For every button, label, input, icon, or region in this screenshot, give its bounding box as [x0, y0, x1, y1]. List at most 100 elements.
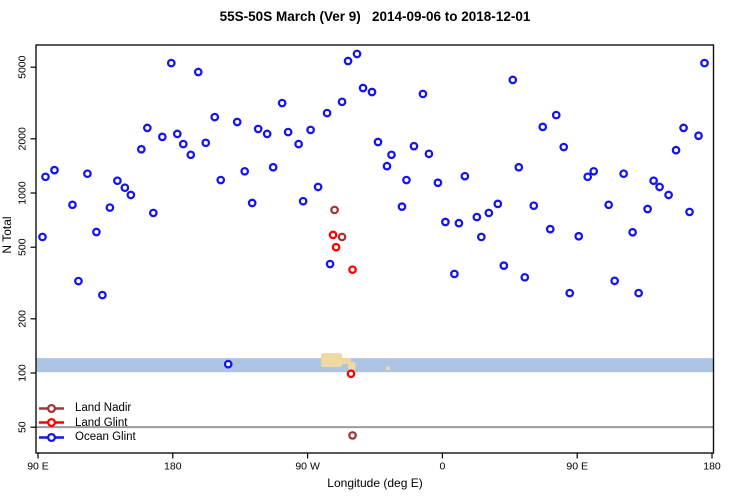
legend-label-land-nadir: Land Nadir — [75, 402, 132, 415]
legend-item-ocean-glint: Ocean Glint — [38, 430, 136, 445]
data-point-ocean-glint — [358, 83, 368, 93]
data-point-ocean-glint — [126, 190, 136, 200]
data-point-land-glint — [328, 230, 338, 240]
data-point-ocean-glint — [343, 56, 353, 66]
data-point-ocean-glint — [193, 67, 203, 77]
data-point-ocean-glint — [178, 139, 188, 149]
data-point-ocean-glint — [424, 149, 434, 159]
data-point-ocean-glint — [113, 176, 122, 186]
data-point-ocean-glint — [337, 97, 347, 107]
legend-label-ocean-glint: Ocean Glint — [75, 431, 136, 444]
data-point-ocean-glint — [387, 150, 396, 160]
data-point-ocean-glint — [574, 231, 584, 241]
legend-item-land-glint: Land Glint — [38, 416, 136, 431]
data-point-ocean-glint — [68, 200, 77, 210]
data-point-ocean-glint — [105, 203, 115, 212]
data-point-ocean-glint — [223, 359, 233, 369]
data-point-ocean-glint — [685, 207, 694, 217]
data-point-ocean-glint — [538, 122, 548, 132]
data-point-ocean-glint — [433, 178, 443, 188]
legend-item-land-nadir: Land Nadir — [38, 401, 136, 416]
ocean-glint-symbol-icon — [39, 432, 64, 443]
data-point-ocean-glint — [83, 169, 92, 179]
data-point-ocean-glint — [298, 196, 308, 206]
ocean-band — [36, 358, 714, 373]
y-tick-label: 2000 — [17, 127, 29, 151]
data-point-land-nadir — [330, 205, 339, 215]
land-patch — [348, 362, 356, 370]
land-patch — [321, 353, 343, 367]
data-point-ocean-glint — [649, 176, 658, 186]
land-glint-symbol-icon — [39, 418, 64, 428]
x-tick-label: 0 — [439, 461, 445, 473]
data-point-ocean-glint — [545, 224, 555, 234]
data-point-ocean-glint — [671, 145, 681, 155]
data-point-ocean-glint — [373, 137, 383, 147]
data-point-ocean-glint — [247, 198, 257, 208]
data-point-land-glint — [331, 242, 341, 252]
data-point-ocean-glint — [283, 127, 293, 137]
data-point-ocean-glint — [402, 175, 411, 185]
y-tick-label: 100 — [17, 364, 29, 382]
data-point-ocean-glint — [216, 175, 226, 185]
data-point-ocean-glint — [472, 212, 482, 222]
data-point-ocean-glint — [694, 131, 703, 141]
data-point-ocean-glint — [306, 125, 315, 135]
data-point-ocean-glint — [382, 161, 392, 171]
data-point-ocean-glint — [610, 276, 620, 286]
data-point-ocean-glint — [484, 208, 494, 218]
data-point-ocean-glint — [397, 202, 407, 211]
data-point-ocean-glint — [352, 49, 362, 59]
x-tick-label: 90 E — [27, 461, 49, 473]
data-point-ocean-glint — [529, 201, 539, 211]
y-tick-label: 5000 — [17, 55, 29, 79]
data-point-ocean-glint — [277, 98, 287, 108]
data-point-ocean-glint — [148, 208, 158, 218]
data-point-ocean-glint — [294, 139, 303, 149]
data-point-ocean-glint — [232, 117, 242, 127]
data-point-land-glint — [346, 369, 356, 379]
data-point-ocean-glint — [74, 276, 83, 286]
chart-title: 55S-50S March (Ver 9) 2014-09-06 to 2018… — [219, 9, 531, 24]
data-point-ocean-glint — [551, 110, 561, 120]
data-point-land-glint — [348, 265, 357, 275]
x-tick-label: 90 E — [566, 461, 588, 473]
x-tick-label: 90 W — [295, 461, 320, 473]
data-point-ocean-glint — [700, 58, 709, 68]
data-point-ocean-glint — [460, 171, 470, 181]
data-point-ocean-glint — [210, 112, 220, 122]
data-point-ocean-glint — [322, 108, 332, 118]
data-point-ocean-glint — [679, 123, 688, 133]
data-point-ocean-glint — [409, 141, 419, 151]
data-point-ocean-glint — [41, 172, 50, 182]
data-point-ocean-glint — [172, 129, 182, 139]
data-point-ocean-glint — [367, 87, 377, 97]
data-point-ocean-glint — [157, 132, 167, 142]
data-point-ocean-glint — [186, 150, 196, 160]
y-tick-label: 200 — [17, 310, 29, 328]
data-point-ocean-glint — [493, 199, 503, 209]
data-point-ocean-glint — [120, 183, 130, 193]
data-point-ocean-glint — [476, 232, 486, 242]
data-point-ocean-glint — [268, 162, 278, 172]
data-point-ocean-glint — [634, 288, 643, 298]
data-point-ocean-glint — [92, 227, 101, 237]
x-axis-title: Longitude (deg E) — [327, 476, 423, 490]
legend: Land Nadir Land Glint Ocean Glint — [38, 401, 136, 445]
land-nadir-symbol-icon — [39, 403, 64, 413]
y-tick-label: 50 — [17, 421, 29, 433]
land-patch — [385, 366, 390, 370]
data-point-ocean-glint — [262, 129, 272, 139]
data-point-ocean-glint — [325, 259, 335, 269]
data-point-ocean-glint — [454, 218, 464, 228]
data-point-ocean-glint — [619, 169, 628, 179]
data-point-ocean-glint — [240, 166, 250, 176]
x-tick-label: 180 — [703, 461, 721, 473]
y-tick-label: 500 — [17, 238, 29, 256]
data-point-ocean-glint — [499, 261, 509, 270]
data-point-ocean-glint — [583, 172, 593, 182]
data-point-ocean-glint — [142, 123, 152, 133]
data-point-ocean-glint — [38, 232, 47, 242]
data-point-ocean-glint — [508, 75, 518, 85]
